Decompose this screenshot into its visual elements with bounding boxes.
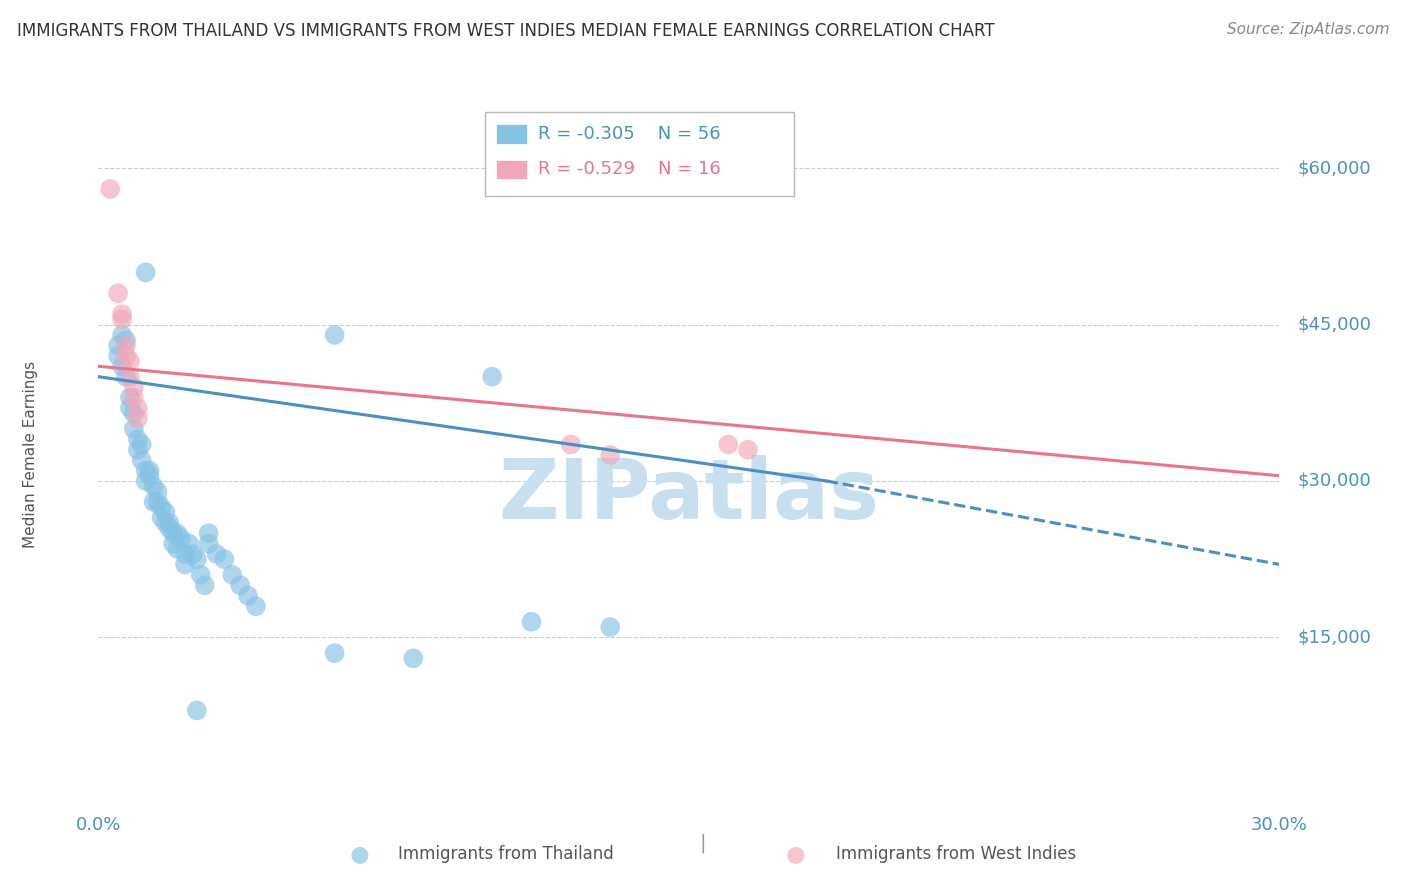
Point [118,369,141,384]
Point [162,526,184,541]
Point [107,338,129,352]
Text: $45,000: $45,000 [1298,316,1372,334]
Point [166,541,188,556]
Point [166,526,188,541]
Point [111,307,134,321]
Point [560,437,582,451]
Text: $60,000: $60,000 [1298,159,1371,178]
Point [115,338,138,352]
Text: ZIPatlas: ZIPatlas [499,455,879,536]
Text: Median Female Earnings: Median Female Earnings [24,361,38,549]
Text: R = -0.529    N = 16: R = -0.529 N = 16 [538,161,721,178]
Point [150,510,173,524]
Text: Source: ZipAtlas.com: Source: ZipAtlas.com [1226,22,1389,37]
Point [135,464,157,478]
Point [197,536,219,550]
Point [138,468,160,483]
Point [785,848,807,863]
Point [142,495,165,509]
Point [122,380,145,394]
Point [177,536,200,550]
Point [186,552,208,566]
Point [190,567,212,582]
Point [181,547,204,561]
Point [155,505,177,519]
Point [122,391,145,405]
Point [111,328,134,343]
Point [186,703,208,717]
Point [127,411,149,425]
Point [118,354,141,368]
Point [98,182,121,196]
Point [127,442,149,457]
Point [155,516,177,530]
Point [520,615,543,629]
Point [115,333,138,347]
Point [118,401,141,415]
Point [157,521,180,535]
Point [323,646,346,660]
Point [127,401,149,415]
Point [236,589,259,603]
Point [174,558,197,572]
Point [214,552,236,566]
Point [111,359,134,374]
Point [599,620,621,634]
Text: IMMIGRANTS FROM THAILAND VS IMMIGRANTS FROM WEST INDIES MEDIAN FEMALE EARNINGS C: IMMIGRANTS FROM THAILAND VS IMMIGRANTS F… [17,22,994,40]
Point [245,599,267,614]
Text: $30,000: $30,000 [1298,472,1371,490]
Text: 30.0%: 30.0% [1251,816,1308,834]
Point [118,391,141,405]
Point [122,406,145,420]
Point [221,567,243,582]
Point [131,437,153,451]
Point [107,286,129,301]
Point [197,526,219,541]
Text: Immigrants from West Indies: Immigrants from West Indies [837,845,1076,863]
Point [146,495,169,509]
Point [122,422,145,436]
Text: 0.0%: 0.0% [76,816,121,834]
Text: R = -0.305    N = 56: R = -0.305 N = 56 [538,125,721,143]
Point [115,349,138,363]
Point [127,432,149,446]
Point [107,349,129,363]
Point [481,369,503,384]
Point [157,516,180,530]
Point [135,265,157,279]
Point [194,578,217,592]
Point [229,578,252,592]
Point [135,474,157,488]
Point [138,464,160,478]
Text: $15,000: $15,000 [1298,629,1372,647]
Point [205,547,228,561]
Point [323,328,346,343]
Point [402,651,425,665]
Point [162,536,184,550]
Point [150,500,173,514]
Point [170,532,193,546]
Point [142,479,165,493]
Point [599,448,621,462]
Point [737,442,759,457]
Point [131,453,153,467]
Text: |: | [700,833,706,853]
Point [174,547,197,561]
Point [111,312,134,326]
Text: Immigrants from Thailand: Immigrants from Thailand [398,845,614,863]
Point [115,369,138,384]
Point [146,484,169,499]
Point [349,848,371,863]
Point [717,437,740,451]
